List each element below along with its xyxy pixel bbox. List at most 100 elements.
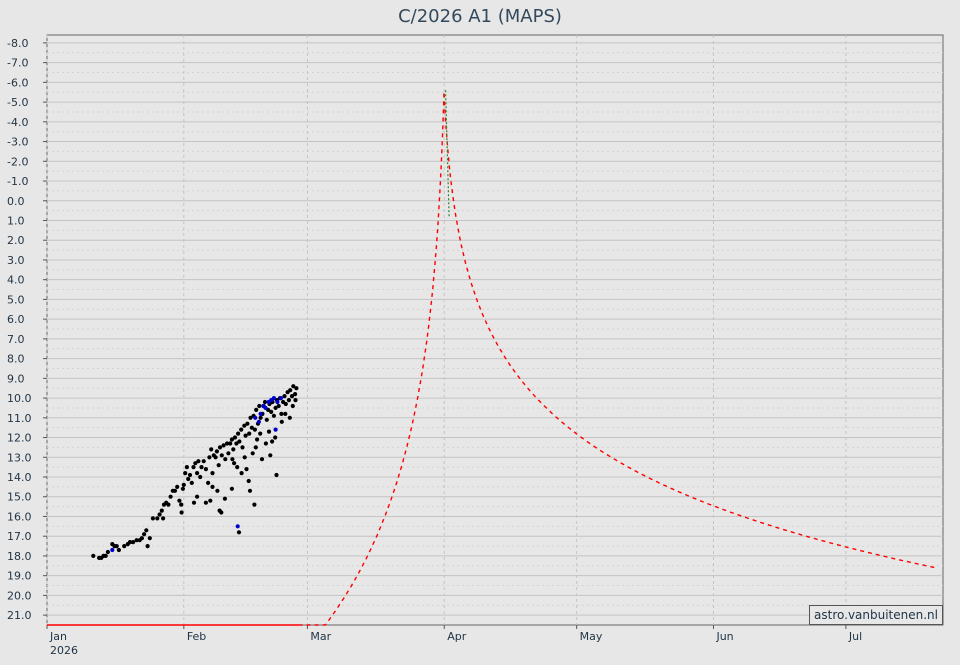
observation-point xyxy=(122,544,127,549)
observation-point xyxy=(222,496,227,501)
y-tick-label: 0.0 xyxy=(7,195,25,208)
observation-point xyxy=(210,471,215,476)
observation-point xyxy=(105,549,110,555)
observation-point xyxy=(249,425,254,430)
y-tick-label: 10.0 xyxy=(7,392,32,405)
observation-point-alt xyxy=(263,405,268,410)
observation-point xyxy=(264,417,269,422)
y-tick-label: 15.0 xyxy=(7,491,32,504)
observation-point-alt xyxy=(275,399,280,405)
grid-lines xyxy=(46,35,943,625)
fit-line-predicted-post xyxy=(443,93,939,569)
x-tick-label: Mar xyxy=(310,630,331,643)
observation-point xyxy=(252,427,257,432)
observation-point xyxy=(258,431,263,436)
observation-point xyxy=(216,463,221,468)
observation-point-alt xyxy=(271,396,276,401)
observation-point xyxy=(219,510,224,515)
credit-label: astro.vanbuitenen.nl xyxy=(809,605,943,625)
observation-point xyxy=(252,502,257,507)
observation-point xyxy=(189,480,194,485)
observation-point xyxy=(195,471,200,476)
observation-point xyxy=(279,419,284,424)
observation-point xyxy=(254,407,259,412)
observation-point xyxy=(253,445,258,450)
observation-point xyxy=(240,445,245,450)
observation-point xyxy=(199,465,204,470)
observation-point xyxy=(180,486,185,491)
observation-point xyxy=(263,441,268,446)
y-tick-label: 16.0 xyxy=(7,510,32,523)
observation-point xyxy=(250,451,255,456)
observation-point xyxy=(215,488,220,493)
observation-point xyxy=(172,488,178,493)
observation-point xyxy=(198,474,203,480)
observation-point-alt xyxy=(256,419,261,424)
observation-point xyxy=(187,472,193,478)
observation-points xyxy=(91,384,299,561)
y-tick-label: 17.0 xyxy=(7,530,32,543)
y-tick-label: -6.0 xyxy=(7,76,28,89)
chart-title: C/2026 A1 (MAPS) xyxy=(398,6,562,27)
observation-point xyxy=(147,536,152,541)
y-tick-label: -4.0 xyxy=(7,116,28,129)
y-tick-label: 4.0 xyxy=(7,274,25,287)
y-tick-label: 6.0 xyxy=(7,313,25,326)
y-tick-label: 14.0 xyxy=(7,471,32,484)
x-tick-label: Feb xyxy=(187,630,206,643)
observation-point xyxy=(221,443,226,448)
y-tick-label: -5.0 xyxy=(7,96,28,109)
y-tick-label: 9.0 xyxy=(7,372,25,385)
observation-point xyxy=(144,528,149,533)
observation-point xyxy=(114,544,119,549)
y-tick-label: -3.0 xyxy=(7,136,28,149)
observation-point xyxy=(91,553,96,559)
observation-point xyxy=(159,508,164,513)
observation-point xyxy=(186,476,191,482)
observation-point xyxy=(291,384,296,389)
x-tick-label: Jun xyxy=(715,630,733,643)
x-tick-sublabel: 2026 xyxy=(50,644,78,657)
observation-point xyxy=(142,532,147,537)
observation-point xyxy=(214,449,219,454)
observation-point xyxy=(266,429,272,434)
observation-point xyxy=(191,465,196,470)
observation-point xyxy=(237,439,242,444)
y-tick-label: 3.0 xyxy=(7,254,25,267)
observation-point xyxy=(203,467,208,472)
observation-point-alt xyxy=(278,396,283,401)
observation-point xyxy=(244,467,249,472)
observation-point xyxy=(228,441,233,446)
y-tick-label: -1.0 xyxy=(7,175,28,188)
y-axis-ticks: -8.0 -7.0 -6.0 -5.0 -4.0 -3.0 -2.0 -1.0 0.0 1.0 2.… xyxy=(7,37,47,622)
observation-point xyxy=(293,398,298,403)
observation-point xyxy=(206,480,211,485)
observation-point xyxy=(247,488,253,493)
observation-point xyxy=(258,415,263,420)
y-tick-label: -2.0 xyxy=(7,155,28,168)
observation-point xyxy=(231,447,236,452)
observation-point xyxy=(201,459,206,464)
y-tick-label: 8.0 xyxy=(7,353,25,366)
observation-point xyxy=(213,455,218,460)
observation-point xyxy=(236,530,242,535)
y-tick-label: 19.0 xyxy=(7,570,32,583)
observation-point xyxy=(155,516,160,521)
y-tick-label: -7.0 xyxy=(7,57,28,70)
y-tick-label: 18.0 xyxy=(7,550,32,563)
fit-curve xyxy=(47,90,939,626)
x-tick-label: Jul xyxy=(848,630,862,643)
observation-point xyxy=(209,447,214,452)
observation-point xyxy=(232,461,237,466)
observation-point xyxy=(257,403,262,409)
observation-point-alt xyxy=(253,415,258,420)
observation-point xyxy=(245,421,250,426)
y-tick-label: 21.0 xyxy=(7,609,32,622)
observation-point xyxy=(248,415,253,420)
observation-point xyxy=(242,423,247,428)
observation-point xyxy=(255,437,260,442)
observation-point xyxy=(286,398,291,403)
observation-point xyxy=(271,413,276,418)
observation-point xyxy=(229,437,234,442)
y-tick-label: 1.0 xyxy=(7,214,25,227)
